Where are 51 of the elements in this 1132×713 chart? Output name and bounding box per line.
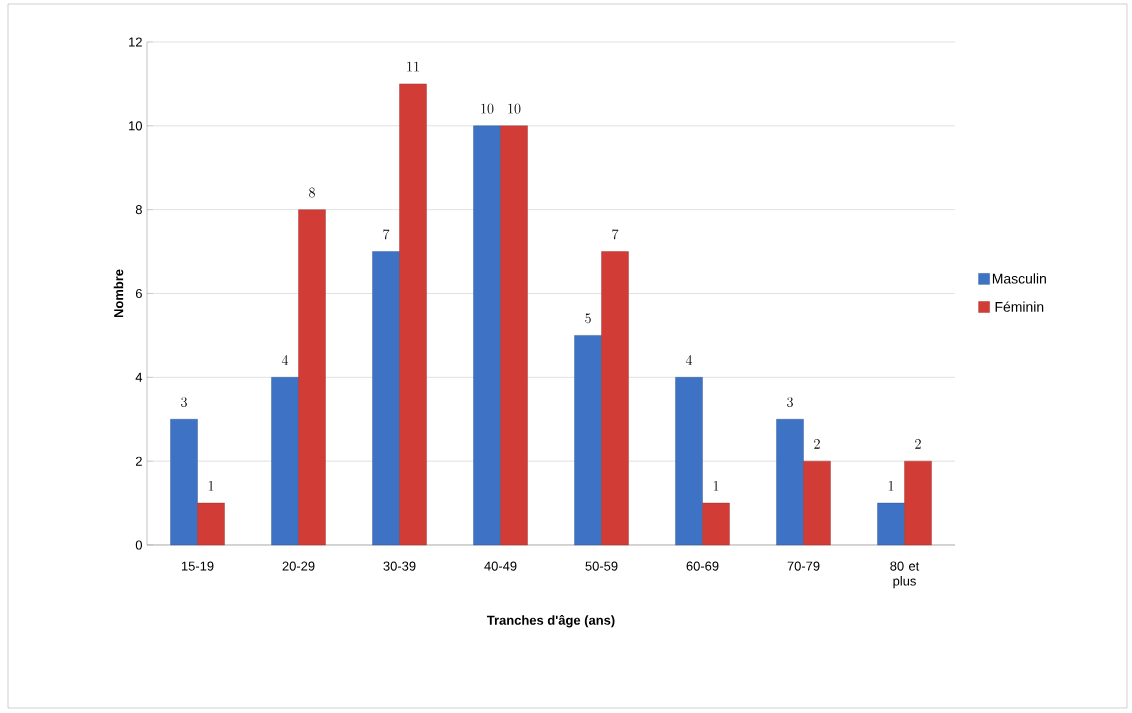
y-tick-label: 6 bbox=[135, 288, 142, 299]
x-tick-label: 50-59 bbox=[585, 561, 618, 571]
legend-label: Féminin bbox=[995, 301, 1044, 312]
x-tick-label: 30-39 bbox=[383, 561, 416, 571]
y-tick-label: 12 bbox=[129, 37, 142, 47]
y-tick-label: 10 bbox=[129, 121, 142, 131]
legend-label: Masculin bbox=[992, 273, 1046, 284]
x-axis-title: Tranches d'âge (ans) bbox=[486, 615, 615, 628]
x-tick-label: 20-29 bbox=[282, 561, 315, 571]
y-tick-label: 4 bbox=[135, 372, 143, 382]
bar bbox=[271, 377, 299, 546]
data-label: 3 bbox=[787, 397, 793, 408]
data-label: 11 bbox=[407, 61, 419, 72]
data-label: 10 bbox=[481, 103, 494, 114]
data-label: 4 bbox=[685, 355, 693, 365]
data-label: 2 bbox=[814, 439, 820, 449]
bar bbox=[803, 460, 831, 546]
data-label: 8 bbox=[309, 187, 315, 198]
y-tick-label: 0 bbox=[135, 540, 142, 550]
bar bbox=[776, 419, 804, 546]
y-tick-label: 2 bbox=[135, 456, 142, 466]
bar bbox=[904, 460, 932, 546]
y-axis-title: Nombre bbox=[113, 269, 124, 318]
data-label: 1 bbox=[713, 481, 719, 491]
data-label: 3 bbox=[181, 397, 187, 408]
data-label: 7 bbox=[612, 229, 619, 240]
bar bbox=[877, 502, 905, 546]
bar bbox=[702, 502, 730, 546]
bar bbox=[500, 125, 528, 546]
bar bbox=[399, 83, 427, 546]
bar bbox=[601, 251, 629, 546]
bar bbox=[372, 251, 400, 546]
data-label: 1 bbox=[208, 481, 214, 491]
bar bbox=[574, 335, 602, 546]
bar bbox=[473, 125, 501, 546]
data-label: 5 bbox=[585, 313, 591, 324]
data-label: 10 bbox=[508, 103, 521, 114]
bar bbox=[675, 377, 703, 546]
data-label: 2 bbox=[915, 439, 921, 449]
x-tick-label: 40-49 bbox=[484, 561, 517, 571]
y-tick-label: 8 bbox=[135, 205, 142, 215]
x-tick-label: 80 et plus bbox=[890, 561, 920, 589]
x-tick-label: 15-19 bbox=[181, 561, 214, 571]
bar bbox=[170, 419, 198, 546]
x-tick-label: 60-69 bbox=[686, 561, 719, 571]
data-label: 1 bbox=[888, 481, 894, 491]
bar bbox=[298, 209, 326, 546]
bar bbox=[197, 502, 225, 546]
x-tick-label: 70-79 bbox=[787, 561, 820, 571]
data-label: 7 bbox=[383, 229, 390, 240]
data-label: 4 bbox=[281, 355, 289, 365]
